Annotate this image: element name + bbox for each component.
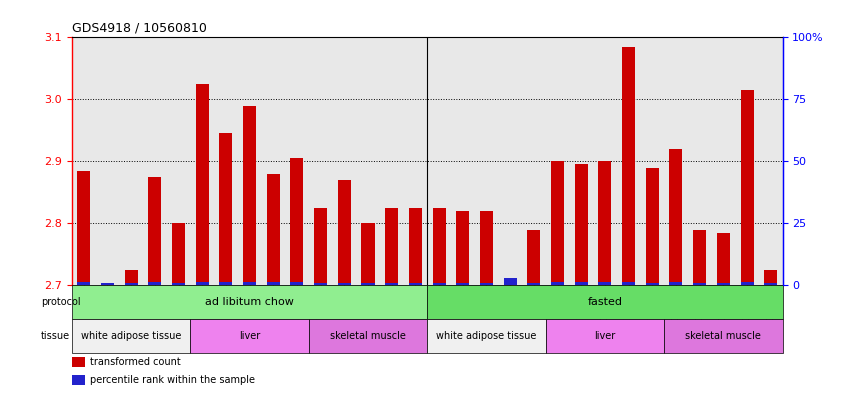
Bar xyxy=(693,230,706,285)
Bar xyxy=(124,283,138,285)
Bar xyxy=(72,285,427,319)
Text: protocol: protocol xyxy=(41,297,80,307)
Bar xyxy=(574,164,588,285)
Bar xyxy=(409,208,422,285)
Text: fasted: fasted xyxy=(587,297,623,307)
Bar xyxy=(664,319,783,353)
Bar xyxy=(124,270,138,285)
Bar xyxy=(266,174,280,285)
Bar xyxy=(101,283,114,285)
Text: white adipose tissue: white adipose tissue xyxy=(437,331,536,341)
Bar xyxy=(622,47,635,285)
Bar xyxy=(432,208,446,285)
Bar xyxy=(385,208,398,285)
Bar xyxy=(290,158,304,285)
Bar xyxy=(266,282,280,285)
Bar xyxy=(72,356,85,367)
Bar xyxy=(219,282,233,285)
Bar xyxy=(361,223,375,285)
Bar xyxy=(77,171,91,285)
Bar xyxy=(172,283,185,285)
Bar xyxy=(645,283,659,285)
Bar xyxy=(243,282,256,285)
Bar xyxy=(338,180,351,285)
Bar xyxy=(764,283,777,285)
Bar xyxy=(551,282,564,285)
Bar xyxy=(622,282,635,285)
Bar xyxy=(740,90,754,285)
Text: white adipose tissue: white adipose tissue xyxy=(81,331,181,341)
Text: GDS4918 / 10560810: GDS4918 / 10560810 xyxy=(72,22,206,35)
Bar xyxy=(148,282,162,285)
Bar xyxy=(290,282,304,285)
Bar xyxy=(172,223,185,285)
Bar xyxy=(148,177,162,285)
Bar xyxy=(693,283,706,285)
Bar xyxy=(480,283,493,285)
Bar xyxy=(77,282,91,285)
Bar xyxy=(219,134,233,285)
Text: liver: liver xyxy=(594,331,616,341)
Bar xyxy=(195,282,209,285)
Bar xyxy=(574,282,588,285)
Bar xyxy=(314,208,327,285)
Bar xyxy=(598,282,612,285)
Bar xyxy=(72,375,85,386)
Bar xyxy=(409,283,422,285)
Bar xyxy=(72,319,190,353)
Bar xyxy=(669,149,683,285)
Bar xyxy=(195,84,209,285)
Bar xyxy=(314,283,327,285)
Bar xyxy=(338,283,351,285)
Bar xyxy=(427,319,546,353)
Bar xyxy=(645,167,659,285)
Text: ad libitum chow: ad libitum chow xyxy=(205,297,294,307)
Bar xyxy=(669,282,683,285)
Bar xyxy=(309,319,427,353)
Bar xyxy=(361,283,375,285)
Bar xyxy=(546,319,664,353)
Bar xyxy=(385,283,398,285)
Bar xyxy=(527,230,541,285)
Bar xyxy=(456,211,470,285)
Bar xyxy=(764,270,777,285)
Bar xyxy=(598,162,612,285)
Bar xyxy=(551,162,564,285)
Text: percentile rank within the sample: percentile rank within the sample xyxy=(90,375,255,385)
Bar xyxy=(243,106,256,285)
Bar xyxy=(190,319,309,353)
Bar xyxy=(427,285,783,319)
Text: transformed count: transformed count xyxy=(90,357,180,367)
Bar xyxy=(503,278,517,285)
Text: liver: liver xyxy=(239,331,261,341)
Text: skeletal muscle: skeletal muscle xyxy=(330,331,406,341)
Bar xyxy=(480,211,493,285)
Bar xyxy=(456,283,470,285)
Text: skeletal muscle: skeletal muscle xyxy=(685,331,761,341)
Bar xyxy=(717,283,730,285)
Bar xyxy=(432,283,446,285)
Text: tissue: tissue xyxy=(41,331,70,341)
Bar xyxy=(527,283,541,285)
Bar xyxy=(717,233,730,285)
Bar xyxy=(740,282,754,285)
